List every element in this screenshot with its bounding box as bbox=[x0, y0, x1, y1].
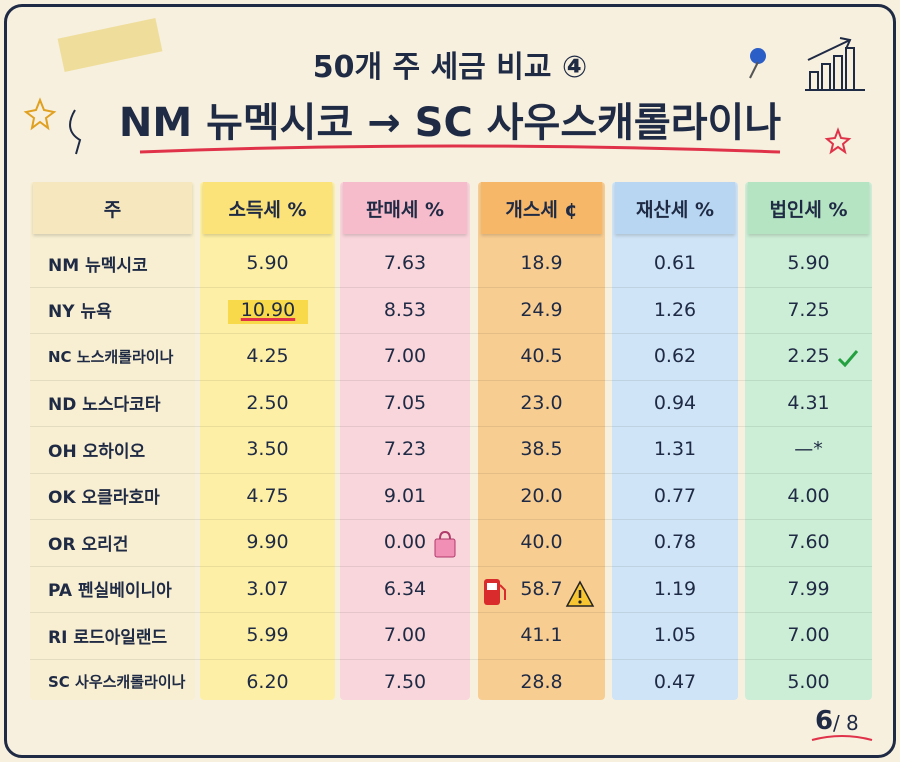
check-icon bbox=[836, 339, 860, 379]
tax-value: 0.61 bbox=[653, 252, 697, 274]
tax-value: 1.05 bbox=[653, 624, 697, 646]
row-separator bbox=[30, 612, 872, 613]
tax-value: 7.05 bbox=[383, 391, 427, 414]
state-name: NM 뉴멕시코 bbox=[48, 255, 148, 276]
column-bg bbox=[200, 182, 335, 700]
column-header: 주 bbox=[33, 182, 192, 234]
tax-value: 58.7 bbox=[520, 577, 563, 600]
page-current: 6 bbox=[815, 706, 834, 736]
column-bg bbox=[340, 182, 470, 700]
tax-value: 20.0 bbox=[520, 484, 563, 507]
tax-value: —* bbox=[794, 438, 823, 460]
tax-value: 3.50 bbox=[246, 438, 289, 460]
state-name: NC 노스캐롤라이나 bbox=[48, 347, 174, 366]
bag-icon bbox=[432, 525, 458, 565]
tax-value: 6.34 bbox=[383, 577, 427, 600]
tax-value: 7.60 bbox=[787, 531, 830, 553]
row-separator bbox=[30, 379, 872, 381]
tax-value: 4.75 bbox=[246, 484, 289, 507]
tax-value: 0.77 bbox=[653, 484, 697, 507]
tax-value: 7.99 bbox=[787, 577, 830, 600]
row-separator bbox=[30, 426, 872, 427]
row-separator bbox=[30, 286, 872, 288]
tax-value: 7.25 bbox=[787, 298, 830, 321]
state-name: NY 뉴욕 bbox=[48, 302, 112, 322]
column-bg bbox=[478, 182, 605, 700]
row-separator bbox=[30, 658, 872, 660]
tax-value: 28.8 bbox=[520, 670, 563, 693]
tax-value: 3.07 bbox=[246, 577, 289, 600]
tax-value: 0.00 bbox=[383, 531, 427, 553]
tax-value: 8.53 bbox=[383, 298, 427, 321]
tax-value: 1.26 bbox=[653, 298, 697, 321]
state-name: ND 노스다코타 bbox=[48, 395, 161, 415]
warning-icon bbox=[565, 574, 595, 614]
tax-value: 40.0 bbox=[520, 531, 563, 553]
tax-value: 38.5 bbox=[520, 438, 563, 460]
tax-value: 5.00 bbox=[787, 670, 830, 693]
column-header: 재산세 % bbox=[615, 182, 735, 234]
tax-value: 1.31 bbox=[653, 438, 697, 460]
tax-value: 7.00 bbox=[383, 345, 427, 367]
tax-value: 18.9 bbox=[520, 252, 563, 274]
column-header: 개스세 ¢ bbox=[481, 182, 602, 234]
tax-value: 5.99 bbox=[246, 624, 289, 646]
tax-value: 7.00 bbox=[383, 624, 427, 646]
tax-value: 0.78 bbox=[653, 531, 697, 553]
title-line1: 50개 주 세금 비교 ④ bbox=[312, 50, 588, 85]
gas-icon bbox=[482, 572, 508, 612]
tax-value: 24.9 bbox=[520, 298, 563, 321]
tax-value: 4.25 bbox=[246, 345, 289, 367]
tax-value: 2.50 bbox=[246, 391, 289, 414]
tax-value: 41.1 bbox=[520, 624, 563, 646]
state-name: RI 로드아일랜드 bbox=[48, 627, 168, 648]
tax-value: 1.19 bbox=[653, 577, 697, 600]
column-header: 판매세 % bbox=[343, 182, 467, 234]
tax-value: 9.01 bbox=[383, 484, 427, 507]
column-bg bbox=[745, 182, 872, 700]
row-separator bbox=[30, 565, 872, 567]
column-header: 법인세 % bbox=[748, 182, 869, 234]
tax-value: 5.90 bbox=[246, 252, 289, 274]
tax-value: 23.0 bbox=[520, 391, 563, 414]
column-header: 소득세 % bbox=[203, 182, 332, 234]
tax-value: 4.00 bbox=[787, 484, 830, 507]
tax-value: 6.20 bbox=[246, 670, 289, 693]
row-separator bbox=[30, 519, 872, 520]
frame bbox=[4, 4, 896, 758]
tax-value: 7.63 bbox=[383, 252, 427, 274]
tax-value: 4.31 bbox=[787, 391, 830, 414]
tax-value: 0.62 bbox=[653, 345, 697, 367]
state-name: OR 오리건 bbox=[48, 534, 129, 555]
column-bg bbox=[30, 182, 195, 700]
tax-value: 0.47 bbox=[653, 670, 697, 693]
title-line2: NM 뉴멕시코 → SC 사우스캐롤라이나 bbox=[118, 100, 782, 146]
state-name: PA 펜실베이니아 bbox=[48, 581, 172, 601]
column-bg bbox=[612, 182, 738, 700]
tax-value: 9.90 bbox=[246, 531, 289, 553]
state-name: OK 오클라호마 bbox=[48, 488, 160, 508]
tax-value: 2.25 bbox=[787, 345, 830, 367]
row-separator bbox=[30, 472, 872, 474]
page-total: 8 bbox=[846, 711, 859, 735]
tax-value: 7.50 bbox=[383, 670, 427, 693]
tax-value: 40.5 bbox=[520, 345, 563, 367]
tax-value: 10.90 bbox=[228, 289, 308, 330]
state-name: SC 사우스캐롤라이나 bbox=[48, 673, 186, 691]
tax-value: 7.23 bbox=[383, 438, 427, 460]
row-separator bbox=[30, 333, 872, 334]
tax-value: 5.90 bbox=[787, 252, 830, 274]
tax-value: 7.00 bbox=[787, 624, 830, 646]
page-separator: / bbox=[833, 711, 840, 735]
tax-value: 0.94 bbox=[653, 391, 697, 414]
state-name: OH 오하이오 bbox=[48, 441, 146, 462]
